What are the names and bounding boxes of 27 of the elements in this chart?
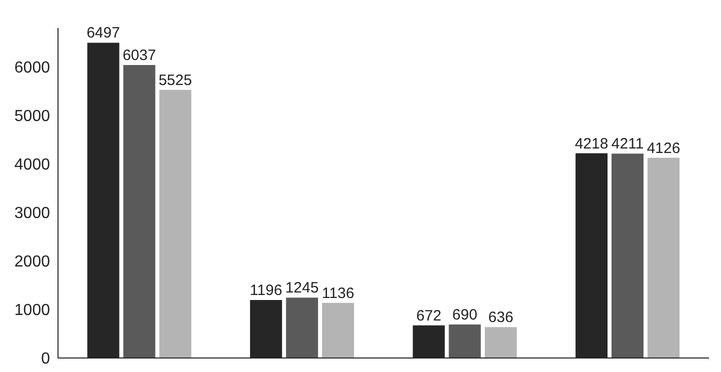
bar <box>286 298 318 358</box>
bar <box>612 154 644 358</box>
data-label: 690 <box>452 306 478 324</box>
y-tick-label: 6000 <box>14 60 50 77</box>
data-label: 6037 <box>122 47 156 64</box>
bar <box>648 158 680 358</box>
y-tick-label: 4000 <box>14 156 50 174</box>
data-label: 1245 <box>285 280 319 297</box>
bar <box>448 324 481 358</box>
data-label: 672 <box>416 307 442 324</box>
data-label: 4218 <box>574 135 608 152</box>
y-tick-label: 3000 <box>14 205 50 222</box>
bar <box>159 90 192 358</box>
data-label: 5525 <box>158 72 192 89</box>
bar <box>484 327 517 358</box>
data-label: 4126 <box>646 140 680 157</box>
data-label: 1136 <box>322 284 354 302</box>
y-tick-label: 5000 <box>14 108 50 126</box>
data-label: 6497 <box>86 24 120 42</box>
bar <box>322 302 354 358</box>
data-label: 1196 <box>250 282 282 299</box>
data-label: 4211 <box>611 136 644 153</box>
bar <box>123 65 156 358</box>
data-label: 636 <box>488 309 514 326</box>
y-tick-label: 1000 <box>14 302 50 320</box>
y-tick-label: 2000 <box>14 254 50 271</box>
y-tick-label: 0 <box>41 350 50 368</box>
